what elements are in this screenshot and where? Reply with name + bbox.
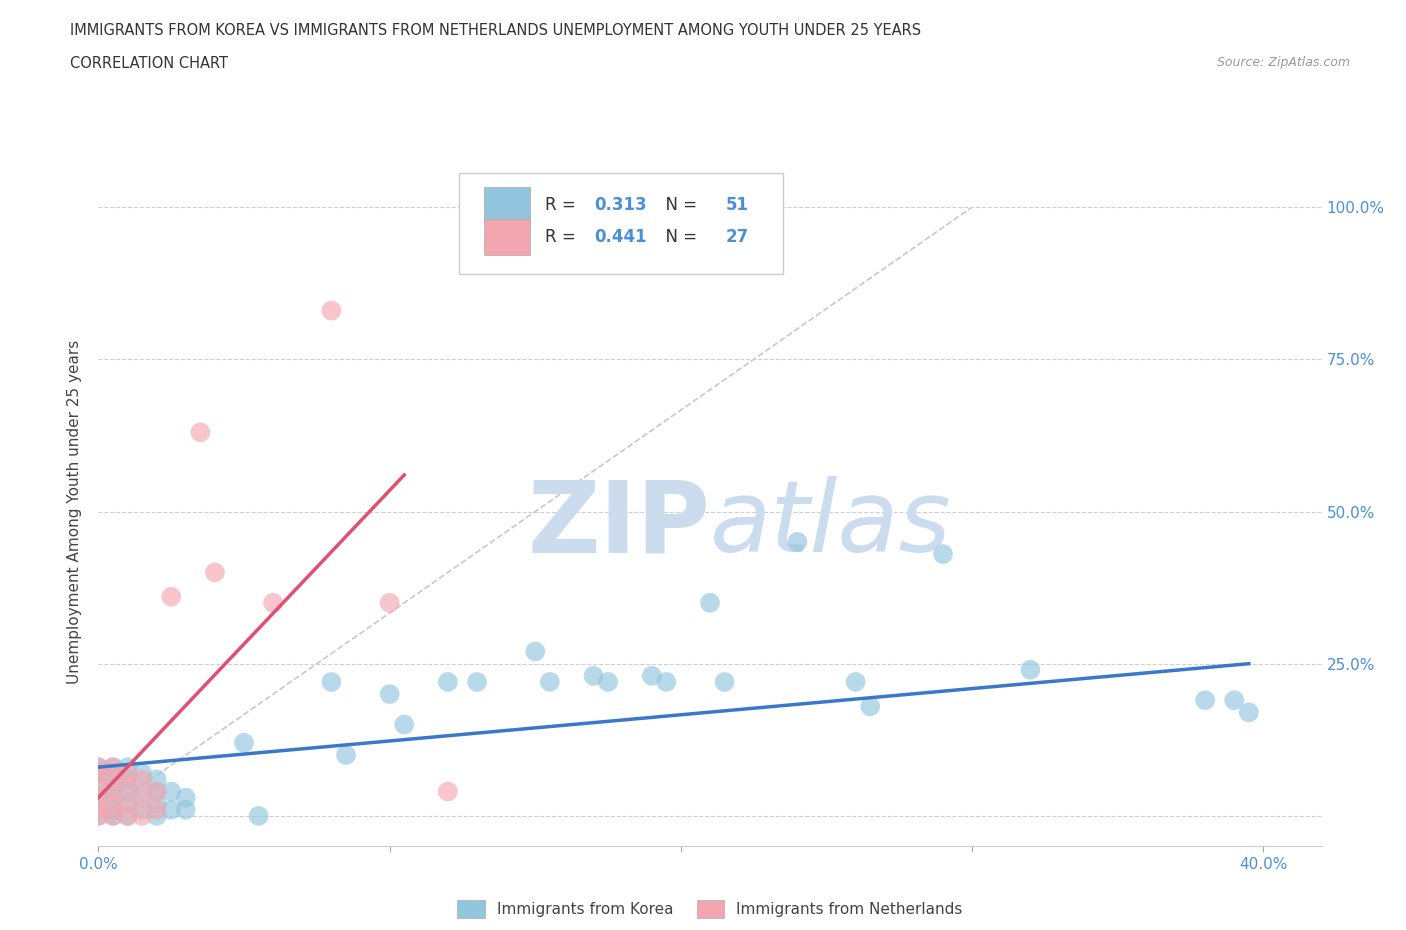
Point [204, 565, 226, 579]
Point [145, 803, 167, 817]
Point [655, 674, 678, 689]
Point [378, 595, 401, 610]
Text: 51: 51 [725, 196, 749, 215]
Point [538, 674, 561, 689]
Point [87, 760, 110, 775]
Point [131, 790, 153, 805]
Point [101, 803, 124, 817]
Point [582, 669, 605, 684]
Point [160, 803, 183, 817]
Point [131, 772, 153, 787]
Point [131, 765, 153, 780]
Text: N =: N = [655, 228, 703, 246]
Point [641, 669, 664, 684]
Point [392, 717, 416, 732]
Point [87, 778, 110, 793]
Text: 0.441: 0.441 [593, 228, 647, 246]
Point [786, 535, 808, 550]
Point [101, 760, 124, 775]
Point [87, 760, 110, 775]
Point [87, 765, 110, 780]
Point [699, 595, 721, 610]
Bar [484, 187, 530, 224]
Point [117, 784, 139, 799]
Point [437, 674, 460, 689]
Point [87, 808, 110, 823]
Point [174, 803, 197, 817]
Text: Source: ZipAtlas.com: Source: ZipAtlas.com [1216, 56, 1350, 69]
Point [87, 803, 110, 817]
Point [87, 790, 110, 805]
Point [117, 796, 139, 811]
Point [145, 772, 167, 787]
Point [101, 765, 124, 780]
Point [1223, 693, 1246, 708]
Point [117, 796, 139, 811]
Point [87, 808, 110, 823]
Point [335, 748, 357, 763]
Point [188, 425, 212, 440]
Point [101, 772, 124, 787]
Point [845, 674, 868, 689]
Point [117, 765, 139, 780]
Point [117, 778, 139, 793]
Text: 27: 27 [725, 228, 749, 246]
Text: 0.313: 0.313 [593, 196, 647, 215]
Point [117, 808, 139, 823]
Point [101, 808, 124, 823]
Point [101, 784, 124, 799]
Text: atlas: atlas [710, 476, 952, 574]
Point [87, 790, 110, 805]
Point [321, 303, 343, 318]
Point [101, 778, 124, 793]
Point [145, 784, 167, 799]
Point [378, 686, 401, 701]
Point [437, 784, 460, 799]
Point [524, 644, 547, 659]
Point [1237, 705, 1260, 720]
Point [596, 674, 619, 689]
Text: N =: N = [655, 196, 703, 215]
Point [932, 547, 955, 562]
FancyBboxPatch shape [460, 173, 783, 273]
Point [1019, 662, 1042, 677]
Point [131, 784, 153, 799]
Point [160, 784, 183, 799]
Point [262, 595, 284, 610]
Point [465, 674, 488, 689]
Y-axis label: Unemployment Among Youth under 25 years: Unemployment Among Youth under 25 years [67, 339, 83, 684]
Point [233, 736, 256, 751]
Bar [484, 219, 530, 256]
Text: CORRELATION CHART: CORRELATION CHART [70, 56, 228, 71]
Point [1194, 693, 1216, 708]
Legend: Immigrants from Korea, Immigrants from Netherlands: Immigrants from Korea, Immigrants from N… [450, 893, 970, 925]
Point [131, 808, 153, 823]
Point [131, 803, 153, 817]
Point [117, 760, 139, 775]
Text: R =: R = [546, 196, 581, 215]
Point [87, 765, 110, 780]
Point [321, 674, 343, 689]
Text: ZIP: ZIP [527, 476, 710, 574]
Point [117, 772, 139, 787]
Point [101, 760, 124, 775]
Point [87, 778, 110, 793]
Point [713, 674, 735, 689]
Point [117, 808, 139, 823]
Point [101, 790, 124, 805]
Text: R =: R = [546, 228, 581, 246]
Point [101, 796, 124, 811]
Point [160, 590, 183, 604]
Point [247, 808, 270, 823]
Point [174, 790, 197, 805]
Point [145, 808, 167, 823]
Point [145, 796, 167, 811]
Point [101, 808, 124, 823]
Text: IMMIGRANTS FROM KOREA VS IMMIGRANTS FROM NETHERLANDS UNEMPLOYMENT AMONG YOUTH UN: IMMIGRANTS FROM KOREA VS IMMIGRANTS FROM… [70, 23, 921, 38]
Point [859, 698, 882, 713]
Point [145, 784, 167, 799]
